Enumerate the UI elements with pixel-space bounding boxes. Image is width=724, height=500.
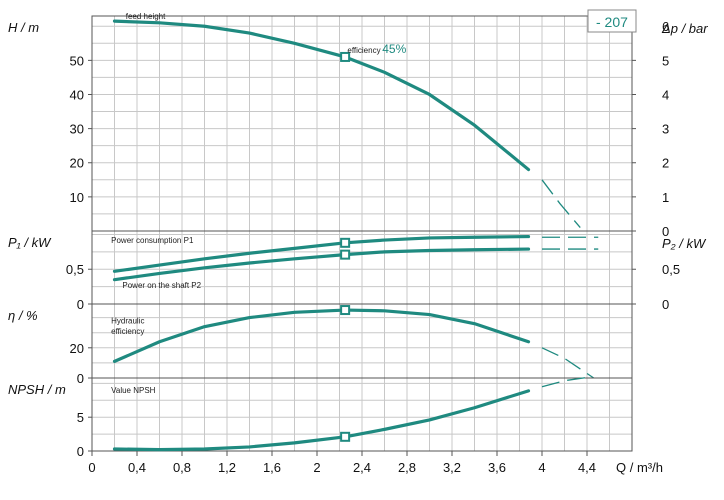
- annotation-label: efficiency: [347, 46, 380, 55]
- series-line-power-0: [112, 234, 531, 273]
- y-tick-label: 20: [70, 156, 84, 171]
- y-tick-label: 20: [70, 341, 84, 356]
- y-tick-label: 40: [70, 87, 84, 102]
- series-line-npsh-0: [112, 389, 531, 452]
- x-tick-label: 0,4: [128, 460, 146, 475]
- x-tick-label: 4: [538, 460, 545, 475]
- x-tick-label: 1,2: [218, 460, 236, 475]
- x-tick-label: 1,6: [263, 460, 281, 475]
- x-tick-label: 2,4: [353, 460, 371, 475]
- x-tick-label: 3,2: [443, 460, 461, 475]
- y-tick-label: 0: [77, 297, 84, 312]
- right-y-tick-label: 2: [662, 156, 669, 171]
- y-axis-label-power: P₁ / kW: [8, 235, 52, 250]
- y-tick-label: 0: [77, 371, 84, 386]
- y-tick-label: 5: [77, 410, 84, 425]
- annotation-label: Power consumption P1: [111, 236, 194, 245]
- annotation-label: Value NPSH: [111, 386, 156, 395]
- right-y-tick-label: 5: [662, 53, 669, 68]
- model-badge-frame: [587, 9, 637, 33]
- operating-point-marker: [340, 249, 351, 260]
- operating-point-marker: [340, 431, 351, 442]
- right-y-axis-label-power: P₂ / kW: [662, 236, 707, 251]
- y-tick-label: 10: [70, 190, 84, 205]
- x-axis-label: Q / m³/h: [616, 460, 663, 475]
- series-extension-efficiency-0: [541, 347, 595, 379]
- series-line-head-0: [112, 19, 531, 172]
- annotation-label: 45%: [382, 42, 406, 56]
- series-extension-head-0: [541, 179, 581, 229]
- y-tick-label: 0,5: [66, 262, 84, 277]
- right-y-axis-label-head: Δp / bar: [661, 21, 708, 36]
- operating-point-marker: [340, 51, 351, 62]
- model-badge: - 207: [596, 14, 628, 30]
- y-axis-label-npsh: NPSH / m: [8, 382, 66, 397]
- y-tick-label: 50: [70, 53, 84, 68]
- series-line-power-1: [112, 247, 531, 282]
- y-axis-label-efficiency: η / %: [8, 308, 38, 323]
- y-tick-label: 0: [77, 444, 84, 459]
- annotation-label: feed height: [126, 12, 166, 21]
- right-y-tick-label: 1: [662, 190, 669, 205]
- y-tick-label: 30: [70, 122, 84, 137]
- annotation-label: efficiency: [111, 327, 144, 336]
- x-tick-label: 4,4: [578, 460, 596, 475]
- x-tick-label: 2: [313, 460, 320, 475]
- series-extension-npsh-0: [541, 376, 593, 388]
- series-line-efficiency-0: [112, 308, 531, 363]
- x-tick-label: 3,6: [488, 460, 506, 475]
- operating-point-marker: [340, 305, 351, 316]
- x-tick-label: 0: [88, 460, 95, 475]
- right-y-tick-label: 0: [662, 224, 669, 239]
- right-y-tick-label: 0,5: [662, 262, 680, 277]
- x-tick-label: 2,8: [398, 460, 416, 475]
- annotation-label: Power on the shaft P2: [122, 281, 201, 290]
- y-axis-label-head: H / m: [8, 20, 39, 35]
- right-y-tick-label: 4: [662, 87, 669, 102]
- annotation-label: Hydraulic: [111, 317, 144, 326]
- right-y-tick-label: 6: [662, 19, 669, 34]
- operating-point-marker: [340, 237, 351, 248]
- x-tick-label: 0,8: [173, 460, 191, 475]
- right-y-tick-label: 3: [662, 122, 669, 137]
- right-y-tick-label: 0: [662, 297, 669, 312]
